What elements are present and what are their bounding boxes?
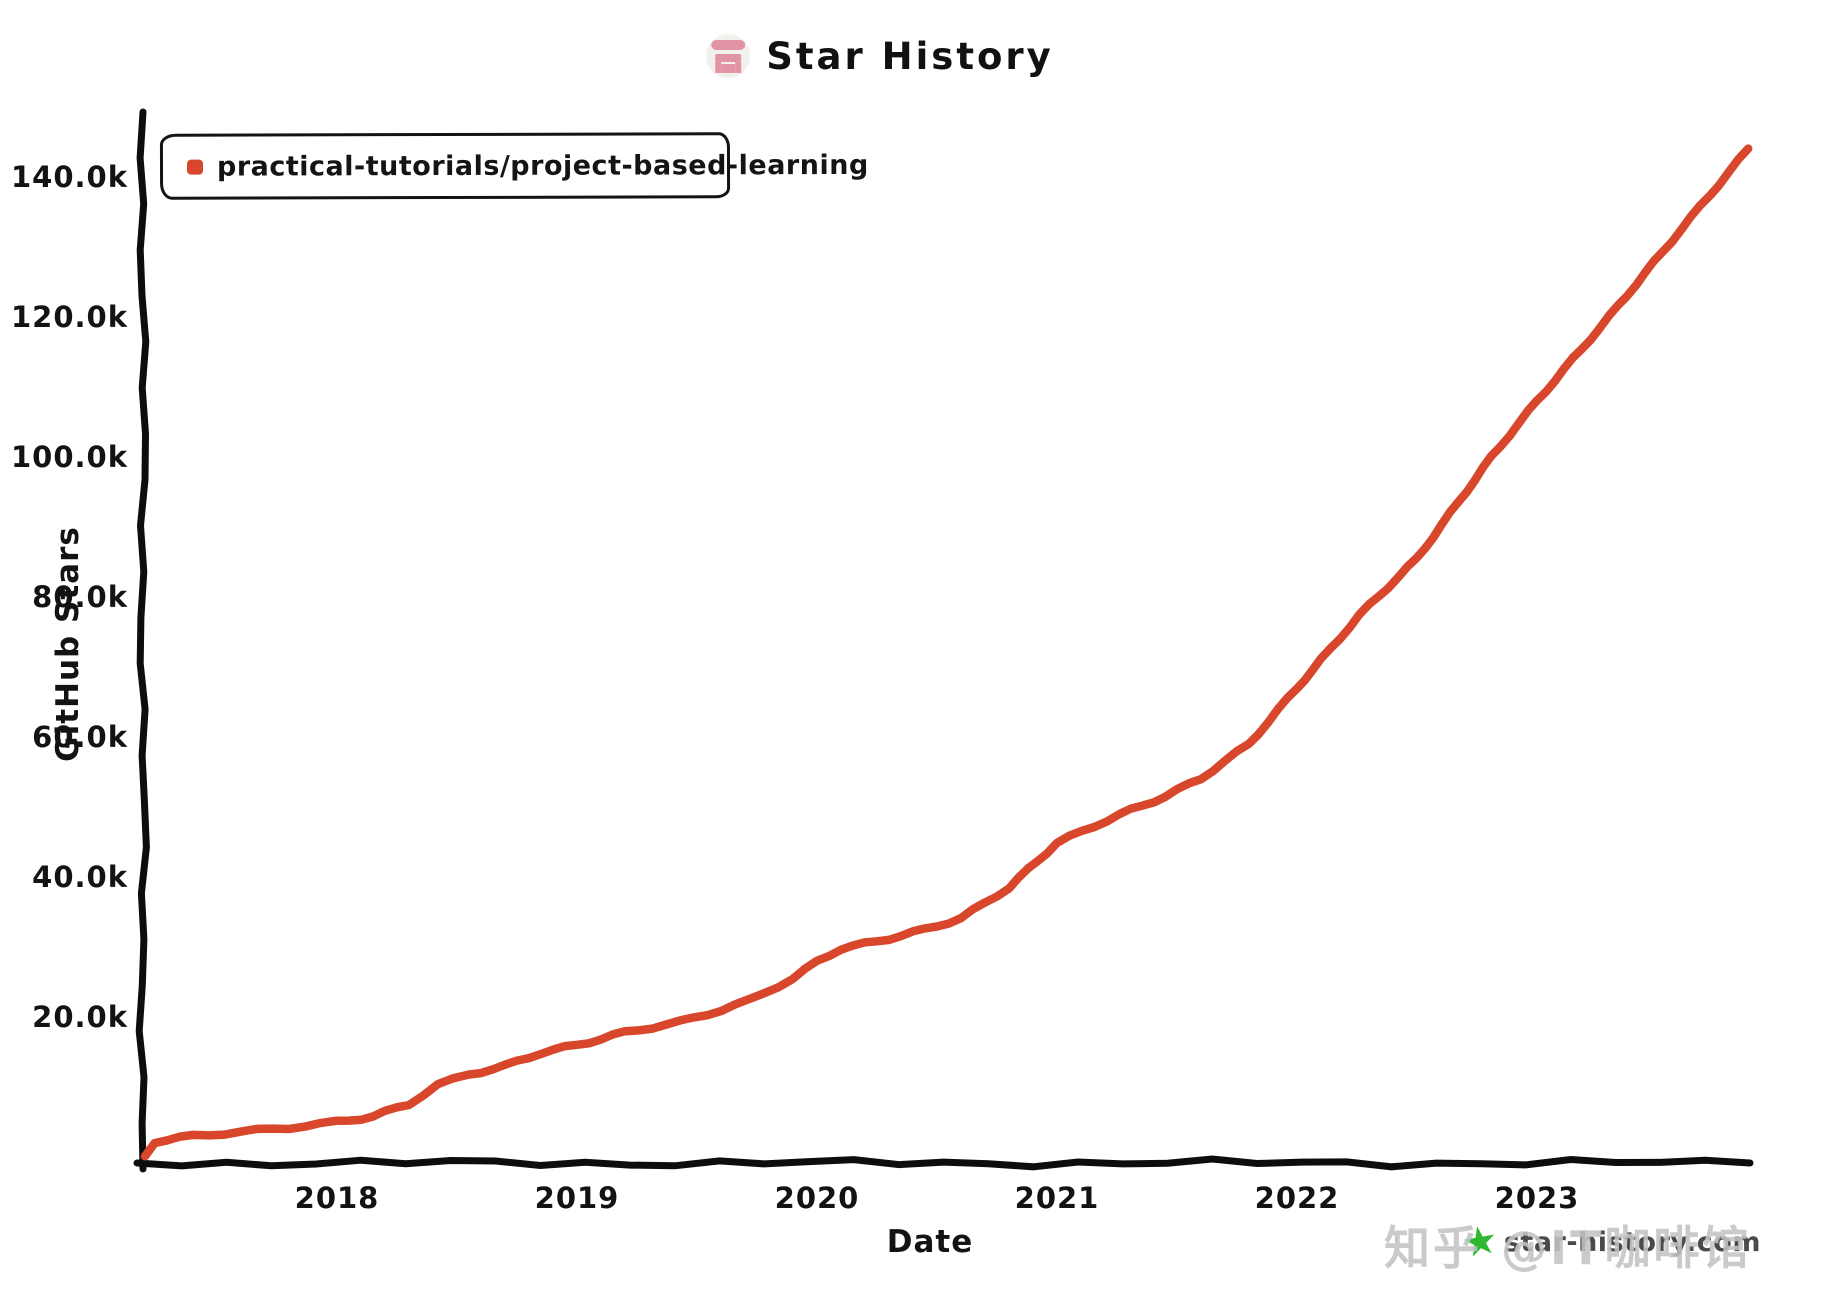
legend-marker <box>186 159 204 175</box>
series-line <box>140 144 1753 1161</box>
x-axis-title: Date <box>886 1224 974 1260</box>
logo-leg-left <box>715 62 722 73</box>
y-tick-label: 20.0k <box>32 1000 128 1034</box>
y-tick-label: 60.0k <box>32 720 128 754</box>
x-axis-line <box>133 1155 1754 1171</box>
chart-header: Star History <box>706 34 1054 78</box>
attribution-text: star-history.com <box>1503 1226 1761 1258</box>
legend-label: practical-tutorials/project-based-learni… <box>216 149 869 183</box>
x-tick-label: 2018 <box>295 1181 380 1215</box>
zhihu-watermark: 知乎 @IT咖啡馆 <box>1384 1221 1752 1275</box>
star-history-logo-icon <box>706 34 751 78</box>
y-axis-title: GitHub Stars <box>50 526 86 762</box>
legend-box: practical-tutorials/project-based-learni… <box>159 132 869 200</box>
logo-band <box>711 40 746 50</box>
x-tick-label: 2020 <box>775 1181 860 1215</box>
logo-bar <box>715 54 742 62</box>
y-tick-label: 40.0k <box>32 860 128 894</box>
x-tick-label: 2021 <box>1015 1181 1100 1215</box>
site-attribution: ★ star-history.com <box>1458 1216 1761 1268</box>
y-axis-line <box>135 108 150 1173</box>
x-tick-label: 2023 <box>1495 1181 1580 1215</box>
x-tick-label: 2022 <box>1255 1181 1340 1215</box>
logo-leg-right <box>735 62 742 73</box>
y-tick-label: 140.0k <box>11 160 128 194</box>
page-title: Star History <box>766 34 1054 78</box>
y-tick-label: 100.0k <box>11 440 128 474</box>
logo-seat <box>721 64 736 73</box>
y-tick-label: 80.0k <box>32 580 128 614</box>
x-tick-label: 2019 <box>535 1181 620 1215</box>
y-tick-label: 120.0k <box>11 300 128 334</box>
